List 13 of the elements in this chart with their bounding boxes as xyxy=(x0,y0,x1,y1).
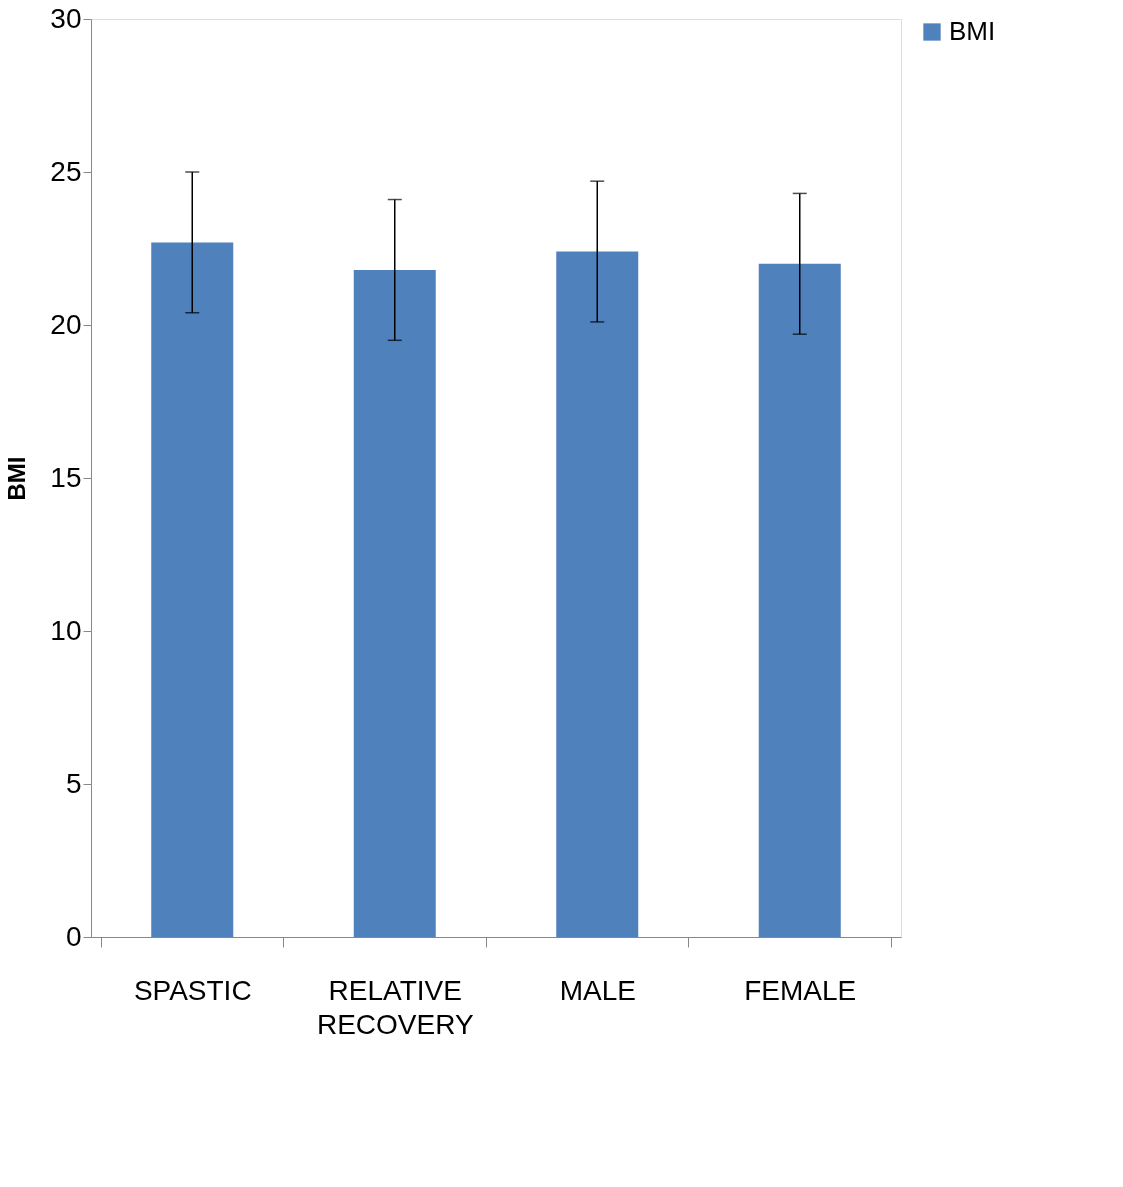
y-tick-label: 10 xyxy=(50,614,82,646)
x-tick-label: RELATIVE RECOVERY xyxy=(316,974,474,1040)
x-tick-label: MALE xyxy=(559,974,636,1006)
y-axis-title: BMI xyxy=(3,456,31,501)
y-tick-label: 15 xyxy=(50,461,82,493)
legend-label: BMI xyxy=(949,16,996,46)
y-tick-label: 0 xyxy=(65,920,82,952)
y-tick-label: 20 xyxy=(50,308,82,340)
y-tick-label: 30 xyxy=(50,2,82,34)
x-tick-label: SPASTIC xyxy=(133,974,252,1006)
y-tick-label: 5 xyxy=(65,767,82,799)
x-tick-label: FEMALE xyxy=(744,974,857,1006)
y-tick-label: 25 xyxy=(50,155,82,187)
